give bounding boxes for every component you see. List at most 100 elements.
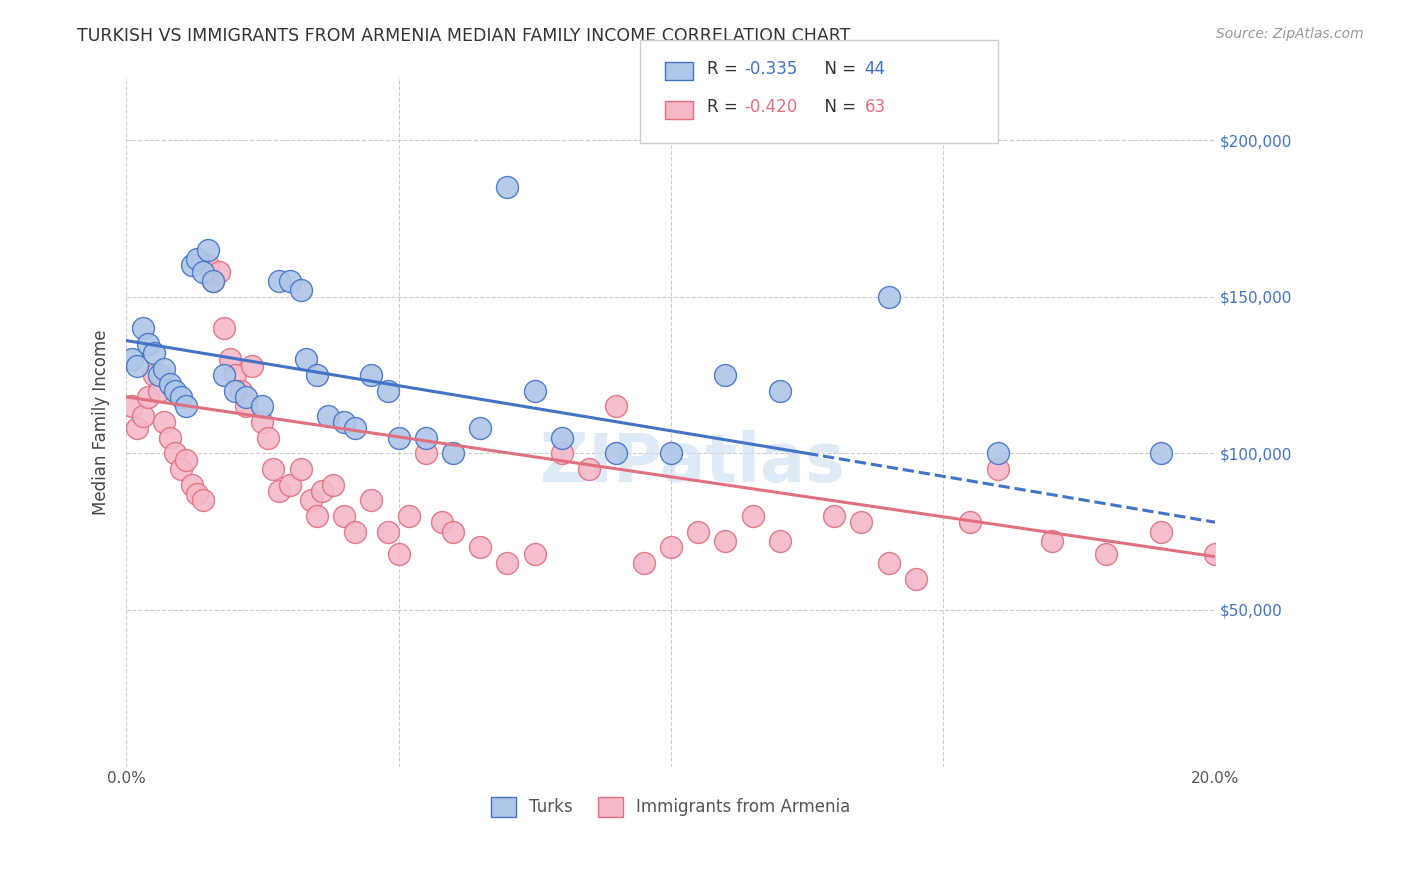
Point — [551, 431, 574, 445]
Point — [127, 359, 149, 373]
Point — [633, 556, 655, 570]
Point — [605, 400, 627, 414]
Point — [229, 384, 252, 398]
Point — [159, 377, 181, 392]
Point — [741, 508, 763, 523]
Point — [202, 274, 225, 288]
Text: 63: 63 — [865, 98, 886, 116]
Text: -0.420: -0.420 — [744, 98, 797, 116]
Point — [769, 534, 792, 549]
Point — [278, 274, 301, 288]
Point — [142, 346, 165, 360]
Point — [714, 368, 737, 382]
Point — [578, 462, 600, 476]
Point — [986, 446, 1008, 460]
Point — [986, 462, 1008, 476]
Point — [301, 493, 323, 508]
Legend: Turks, Immigrants from Armenia: Turks, Immigrants from Armenia — [485, 790, 858, 823]
Point — [180, 477, 202, 491]
Point — [235, 400, 257, 414]
Point — [267, 483, 290, 498]
Point — [523, 384, 546, 398]
Point — [257, 431, 280, 445]
Point — [496, 180, 519, 194]
Point — [605, 446, 627, 460]
Point — [360, 493, 382, 508]
Point — [148, 384, 170, 398]
Point — [430, 515, 453, 529]
Text: N =: N = — [814, 98, 862, 116]
Point — [659, 446, 682, 460]
Point — [851, 515, 873, 529]
Point — [180, 259, 202, 273]
Point — [186, 487, 208, 501]
Point — [311, 483, 333, 498]
Point — [197, 259, 219, 273]
Point — [769, 384, 792, 398]
Text: 44: 44 — [865, 60, 886, 78]
Point — [295, 352, 318, 367]
Point — [191, 493, 214, 508]
Point — [186, 252, 208, 266]
Text: ZIPatlas: ZIPatlas — [540, 430, 845, 496]
Text: TURKISH VS IMMIGRANTS FROM ARMENIA MEDIAN FAMILY INCOME CORRELATION CHART: TURKISH VS IMMIGRANTS FROM ARMENIA MEDIA… — [77, 27, 851, 45]
Point — [523, 547, 546, 561]
Point — [127, 421, 149, 435]
Point — [1150, 446, 1173, 460]
Point — [290, 462, 312, 476]
Point — [343, 524, 366, 539]
Point — [142, 368, 165, 382]
Text: -0.335: -0.335 — [744, 60, 797, 78]
Point — [224, 368, 246, 382]
Point — [1040, 534, 1063, 549]
Point — [333, 508, 356, 523]
Point — [904, 572, 927, 586]
Point — [333, 415, 356, 429]
Point — [278, 477, 301, 491]
Point — [159, 431, 181, 445]
Point — [174, 400, 197, 414]
Point — [441, 524, 464, 539]
Point — [316, 409, 339, 423]
Point — [551, 446, 574, 460]
Point — [121, 400, 143, 414]
Point — [267, 274, 290, 288]
Point — [1204, 547, 1226, 561]
Point — [877, 290, 900, 304]
Point — [262, 462, 284, 476]
Point — [218, 352, 240, 367]
Point — [1095, 547, 1118, 561]
Point — [170, 390, 193, 404]
Point — [686, 524, 709, 539]
Point — [224, 384, 246, 398]
Point — [305, 508, 328, 523]
Point — [415, 431, 437, 445]
Point — [131, 409, 153, 423]
Point — [714, 534, 737, 549]
Point — [360, 368, 382, 382]
Point — [170, 462, 193, 476]
Point — [191, 265, 214, 279]
Point — [214, 321, 236, 335]
Point — [131, 321, 153, 335]
Text: R =: R = — [707, 98, 744, 116]
Point — [877, 556, 900, 570]
Point — [377, 384, 399, 398]
Point — [415, 446, 437, 460]
Point — [470, 541, 492, 555]
Point — [252, 415, 274, 429]
Point — [240, 359, 263, 373]
Text: Source: ZipAtlas.com: Source: ZipAtlas.com — [1216, 27, 1364, 41]
Point — [823, 508, 845, 523]
Point — [174, 452, 197, 467]
Point — [121, 352, 143, 367]
Point — [659, 541, 682, 555]
Point — [208, 265, 231, 279]
Y-axis label: Median Family Income: Median Family Income — [93, 329, 110, 515]
Point — [252, 400, 274, 414]
Point — [202, 274, 225, 288]
Point — [343, 421, 366, 435]
Point — [470, 421, 492, 435]
Point — [165, 446, 187, 460]
Point — [197, 243, 219, 257]
